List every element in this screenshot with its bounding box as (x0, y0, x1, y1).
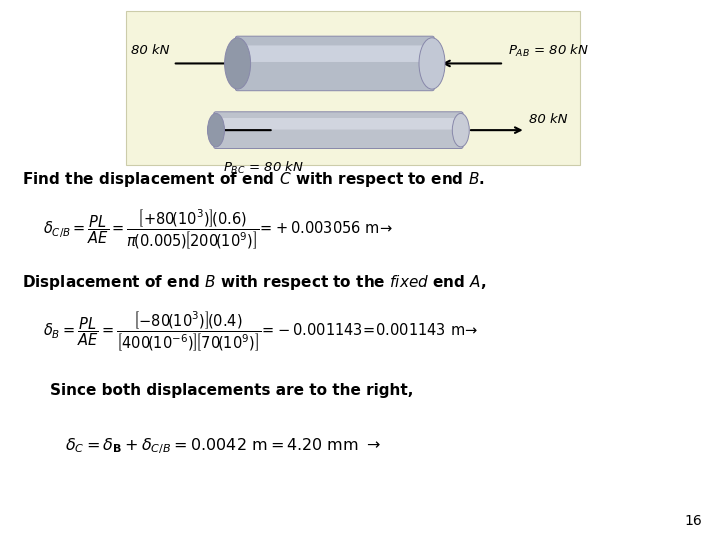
Text: $\delta_{C/B} = \dfrac{PL}{AE} = \dfrac{\left[+80\!\left(10^3\right)\right]\!\le: $\delta_{C/B} = \dfrac{PL}{AE} = \dfrac{… (43, 207, 393, 252)
Text: Displacement of end $B$ with respect to the $\mathit{fixed}$ end $A$,: Displacement of end $B$ with respect to … (22, 273, 486, 292)
Ellipse shape (207, 113, 225, 147)
Text: Since both displacements are to the right,: Since both displacements are to the righ… (50, 383, 414, 399)
FancyBboxPatch shape (126, 11, 580, 165)
Ellipse shape (419, 38, 445, 89)
Ellipse shape (452, 113, 469, 147)
Text: 80 kN: 80 kN (529, 113, 567, 126)
Text: $P_{BC}$ = 80 kN: $P_{BC}$ = 80 kN (223, 160, 305, 177)
FancyBboxPatch shape (235, 36, 434, 91)
Text: 16: 16 (684, 514, 702, 528)
Text: $P_{AB}$ = 80 kN: $P_{AB}$ = 80 kN (508, 43, 588, 59)
FancyBboxPatch shape (240, 45, 430, 62)
Text: 80 kN: 80 kN (131, 44, 169, 57)
FancyBboxPatch shape (218, 118, 459, 130)
Text: $\delta_{B} = \dfrac{PL}{AE} = \dfrac{\left[-80\!\left(10^3\right)\right]\!\left: $\delta_{B} = \dfrac{PL}{AE} = \dfrac{\l… (43, 310, 479, 354)
Ellipse shape (225, 38, 251, 89)
FancyBboxPatch shape (214, 112, 463, 149)
Text: Find the displacement of end $C$ with respect to end $B$.: Find the displacement of end $C$ with re… (22, 170, 485, 189)
Text: $\delta_C = \delta_{\mathbf{B}} + \delta_{C/B} = 0.0042\ \mathrm{m} = 4.20\ \mat: $\delta_C = \delta_{\mathbf{B}} + \delta… (65, 435, 381, 456)
